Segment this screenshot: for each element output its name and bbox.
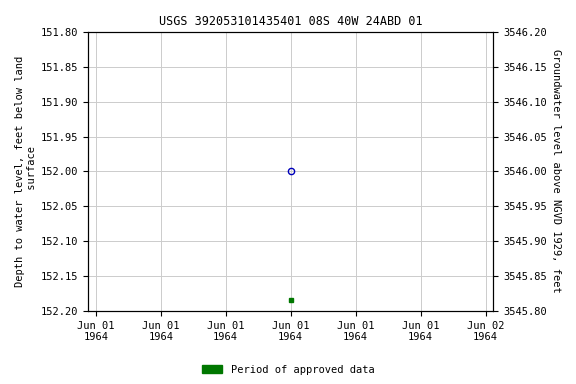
Legend: Period of approved data: Period of approved data: [198, 361, 378, 379]
Y-axis label: Depth to water level, feet below land
 surface: Depth to water level, feet below land su…: [15, 56, 37, 287]
Title: USGS 392053101435401 08S 40W 24ABD 01: USGS 392053101435401 08S 40W 24ABD 01: [159, 15, 422, 28]
Y-axis label: Groundwater level above NGVD 1929, feet: Groundwater level above NGVD 1929, feet: [551, 50, 561, 293]
